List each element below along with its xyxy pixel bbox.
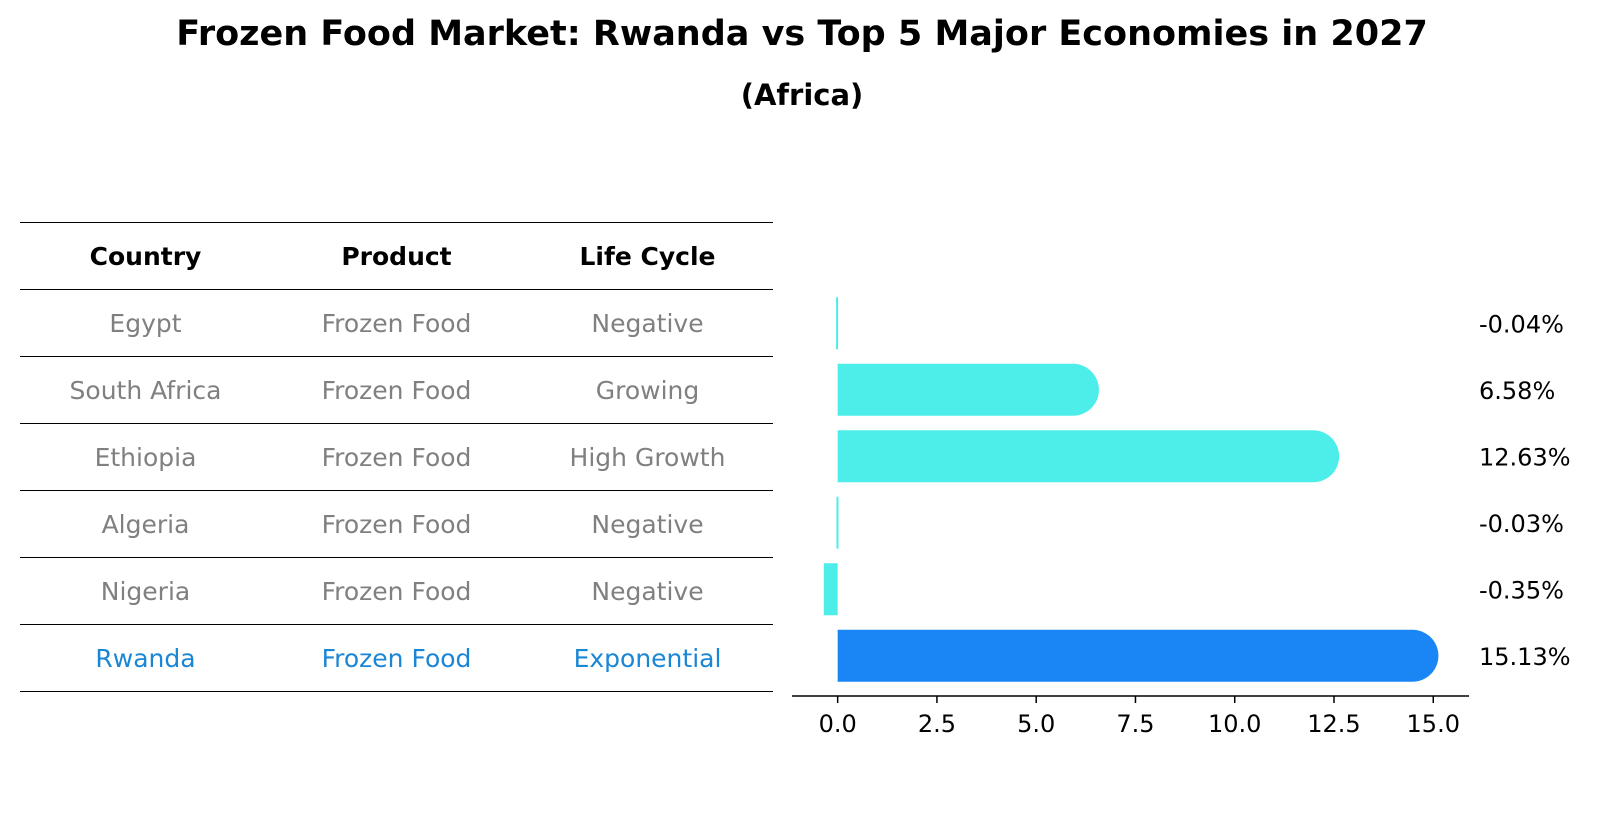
life-cycle-cell: Growing — [595, 375, 700, 405]
country-cell: Nigeria — [100, 576, 191, 606]
bar-egypt — [836, 297, 839, 350]
life-cycle-cell: Negative — [591, 308, 704, 338]
bar-ethiopia — [837, 430, 1340, 483]
bar-nigeria — [823, 563, 838, 616]
product-cell: Frozen Food — [321, 509, 472, 539]
bar-south-africa — [837, 363, 1099, 416]
life-cycle-cell: Negative — [591, 576, 704, 606]
table-row: Nigeria Frozen Food Negative — [20, 558, 773, 625]
table-row: South Africa Frozen Food Growing — [20, 357, 773, 424]
value-label: 6.58% — [1479, 377, 1555, 405]
value-label: 15.13% — [1479, 643, 1571, 671]
product-cell: Frozen Food — [321, 576, 472, 606]
value-label: -0.35% — [1479, 576, 1564, 604]
country-cell: Egypt — [109, 308, 182, 338]
header-country: Country — [89, 241, 202, 271]
x-tick-label: 7.5 — [1116, 710, 1154, 738]
country-cell: Ethiopia — [94, 442, 197, 472]
value-label: 12.63% — [1479, 443, 1571, 471]
country-cell: Algeria — [101, 509, 190, 539]
header-product: Product — [341, 241, 452, 271]
table-header-row: Country Product Life Cycle — [20, 222, 773, 290]
table-row: Egypt Frozen Food Negative — [20, 290, 773, 357]
x-tick-label: 15.0 — [1407, 710, 1460, 738]
x-tick-label: 12.5 — [1307, 710, 1360, 738]
product-cell: Frozen Food — [321, 308, 472, 338]
table-row: Algeria Frozen Food Negative — [20, 491, 773, 558]
life-cycle-cell: High Growth — [569, 442, 726, 472]
country-cell: Rwanda — [95, 643, 196, 673]
chart-subtitle: (Africa) — [740, 78, 864, 112]
bar-rwanda — [837, 629, 1439, 682]
table-row: Ethiopia Frozen Food High Growth — [20, 424, 773, 491]
product-cell: Frozen Food — [321, 442, 472, 472]
header-life-cycle: Life Cycle — [579, 241, 716, 271]
x-tick-label: 10.0 — [1208, 710, 1261, 738]
product-cell: Frozen Food — [321, 643, 472, 673]
x-tick-label: 5.0 — [1017, 710, 1055, 738]
x-tick-label: 2.5 — [918, 710, 956, 738]
table-row-highlight: Rwanda Frozen Food Exponential — [20, 625, 773, 692]
bar-algeria — [836, 496, 839, 549]
value-label: -0.03% — [1479, 510, 1564, 538]
data-table: Country Product Life Cycle Egypt Frozen … — [20, 222, 773, 692]
x-tick-label: 0.0 — [819, 710, 857, 738]
product-cell: Frozen Food — [321, 375, 472, 405]
country-cell: South Africa — [69, 375, 222, 405]
life-cycle-cell: Negative — [591, 509, 704, 539]
chart-title: Frozen Food Market: Rwanda vs Top 5 Majo… — [176, 14, 1428, 54]
life-cycle-cell: Exponential — [573, 643, 722, 673]
value-label: -0.04% — [1479, 310, 1564, 338]
